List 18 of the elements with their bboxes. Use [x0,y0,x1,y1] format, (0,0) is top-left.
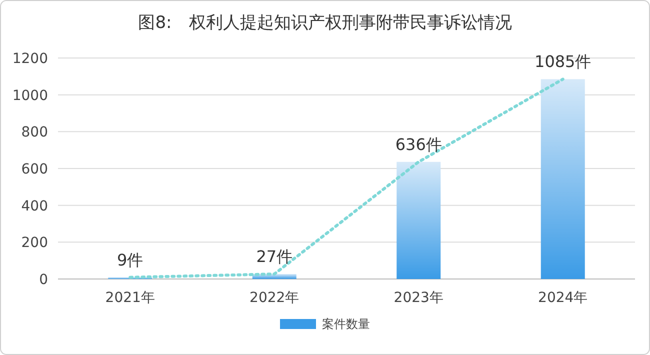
y-tick-label: 200 [21,235,48,252]
y-tick-label: 1000 [12,88,48,104]
y-tick-label: 1200 [12,51,48,67]
y-tick-label: 400 [21,198,48,214]
chart-title: 图8: 权利人提起知识产权刑事附带民事诉讼情况 [138,13,512,33]
legend-label: 案件数量 [322,317,370,331]
x-tick-label: 2022年 [250,290,300,306]
x-tick-label: 2021年 [105,290,155,306]
y-tick-label: 800 [21,124,48,141]
y-tick-label: 600 [21,162,48,178]
data-label: 636件 [395,134,442,154]
line-series [128,78,564,279]
data-label: 9件 [117,250,144,270]
x-tick-label: 2023年 [394,290,444,306]
data-label: 27件 [256,247,293,266]
y-tick-label: 0 [39,272,48,288]
x-tick-label: 2024年 [538,290,588,306]
data-label: 1085件 [534,52,592,72]
